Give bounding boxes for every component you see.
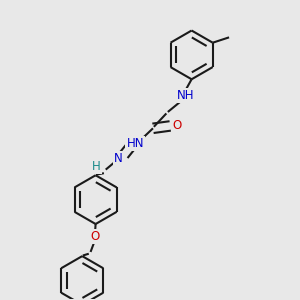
- Text: NH: NH: [177, 89, 194, 102]
- Text: HN: HN: [126, 137, 144, 150]
- Text: N: N: [114, 152, 123, 164]
- Text: O: O: [172, 119, 182, 132]
- Text: H: H: [92, 160, 101, 173]
- Text: O: O: [91, 230, 100, 243]
